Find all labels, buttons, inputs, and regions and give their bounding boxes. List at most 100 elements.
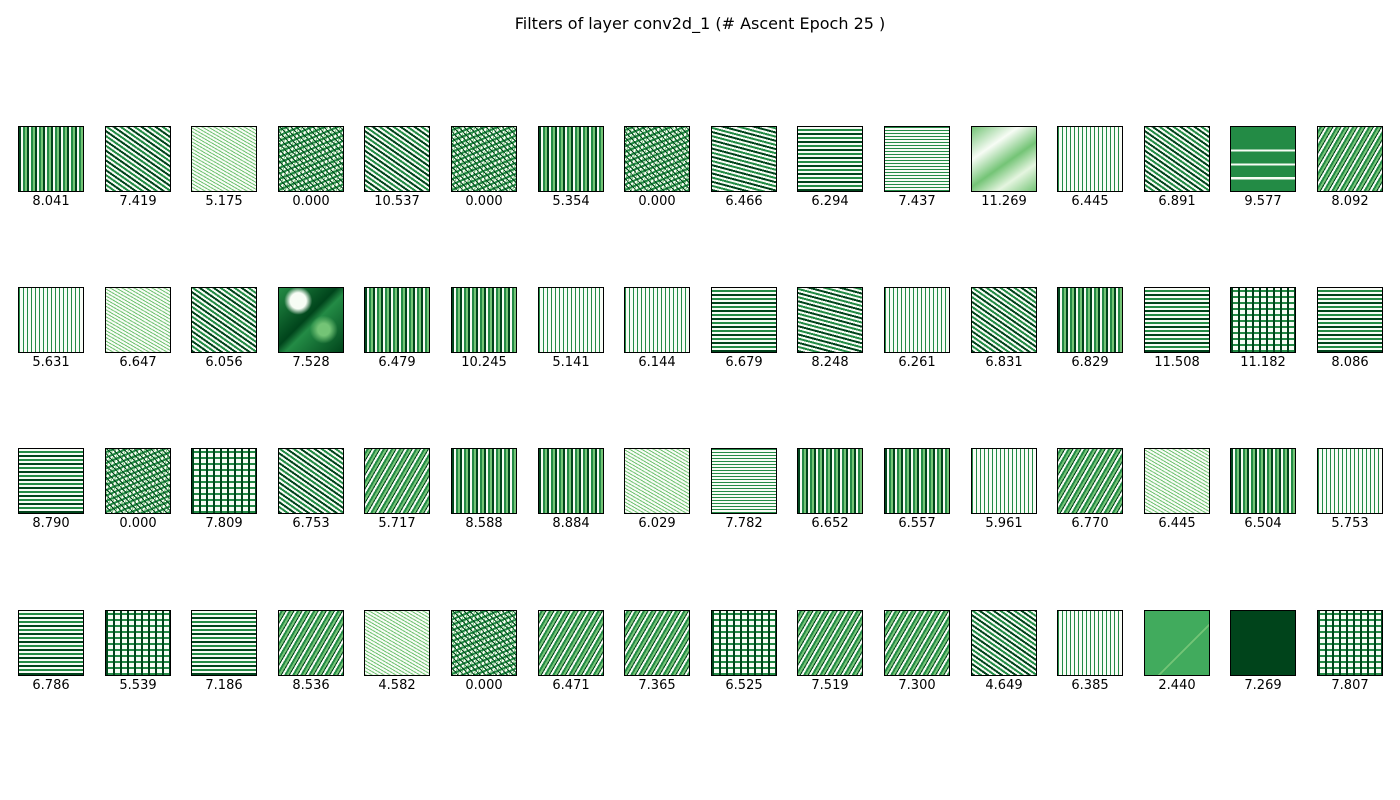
filter-loss-value: 6.261	[898, 355, 936, 370]
filter-image	[18, 610, 84, 676]
filter-image	[711, 610, 777, 676]
filter-loss-value: 6.445	[1071, 194, 1109, 209]
filter-image	[278, 448, 344, 514]
filter-cell: 7.809	[191, 448, 257, 531]
filter-image	[1057, 126, 1123, 192]
filter-image	[538, 448, 604, 514]
filter-loss-value: 5.175	[205, 194, 243, 209]
filter-image	[971, 448, 1037, 514]
filter-loss-value: 4.582	[378, 678, 416, 693]
filter-cell: 8.536	[278, 610, 344, 693]
filter-image	[191, 126, 257, 192]
filter-image	[191, 610, 257, 676]
filter-loss-value: 10.537	[374, 194, 420, 209]
filter-cell: 2.440	[1144, 610, 1210, 693]
filter-loss-value: 6.056	[205, 355, 243, 370]
filter-loss-value: 7.528	[292, 355, 330, 370]
filter-cell: 5.141	[538, 287, 604, 370]
filter-image	[971, 610, 1037, 676]
filter-cell: 6.144	[624, 287, 690, 370]
filter-image	[1230, 287, 1296, 353]
filter-loss-value: 6.029	[638, 516, 676, 531]
filter-cell: 4.582	[364, 610, 430, 693]
filter-cell: 11.508	[1144, 287, 1210, 370]
filter-cell: 4.649	[971, 610, 1037, 693]
filter-image	[278, 610, 344, 676]
filter-cell: 6.056	[191, 287, 257, 370]
figure-title: Filters of layer conv2d_1 (# Ascent Epoc…	[514, 14, 886, 33]
filter-loss-value: 6.557	[898, 516, 936, 531]
filter-cell: 6.652	[797, 448, 863, 531]
filter-loss-value: 7.300	[898, 678, 936, 693]
filter-image	[105, 126, 171, 192]
filter-image	[18, 126, 84, 192]
filter-image	[538, 126, 604, 192]
filter-loss-value: 11.508	[1154, 355, 1200, 370]
filter-loss-value: 8.884	[552, 516, 590, 531]
filter-loss-value: 6.479	[378, 355, 416, 370]
filter-cell: 6.261	[884, 287, 950, 370]
filter-loss-value: 5.717	[378, 516, 416, 531]
filter-loss-value: 6.770	[1071, 516, 1109, 531]
filter-cell: 7.269	[1230, 610, 1296, 693]
filter-loss-value: 7.365	[638, 678, 676, 693]
filter-loss-value: 7.186	[205, 678, 243, 693]
filter-image	[797, 448, 863, 514]
filter-image	[1144, 126, 1210, 192]
filter-loss-value: 7.519	[811, 678, 849, 693]
filter-cell: 6.445	[1144, 448, 1210, 531]
filter-cell: 7.437	[884, 126, 950, 209]
filter-image	[105, 610, 171, 676]
filter-loss-value: 4.649	[985, 678, 1023, 693]
filter-loss-value: 6.786	[32, 678, 70, 693]
filter-image	[1230, 610, 1296, 676]
filter-image	[624, 126, 690, 192]
filter-image	[451, 610, 517, 676]
filter-image	[711, 448, 777, 514]
filter-cell: 9.577	[1230, 126, 1296, 209]
filter-loss-value: 5.753	[1331, 516, 1369, 531]
filter-loss-value: 8.041	[32, 194, 70, 209]
filter-image	[971, 287, 1037, 353]
filter-loss-value: 5.961	[985, 516, 1023, 531]
filter-image	[1230, 448, 1296, 514]
filter-cell: 0.000	[278, 126, 344, 209]
filter-loss-value: 11.182	[1240, 355, 1286, 370]
filter-loss-value: 6.647	[119, 355, 157, 370]
filter-cell: 8.248	[797, 287, 863, 370]
filter-image	[451, 126, 517, 192]
filter-loss-value: 6.891	[1158, 194, 1196, 209]
filter-image	[105, 287, 171, 353]
filter-cell: 8.790	[18, 448, 84, 531]
filter-image	[884, 448, 950, 514]
filter-image	[278, 287, 344, 353]
filter-cell: 8.092	[1317, 126, 1383, 209]
filter-cell: 6.753	[278, 448, 344, 531]
filter-cell: 5.717	[364, 448, 430, 531]
filter-image	[1057, 287, 1123, 353]
filter-loss-value: 8.092	[1331, 194, 1369, 209]
filter-loss-value: 6.679	[725, 355, 763, 370]
filter-cell: 6.294	[797, 126, 863, 209]
filter-image	[1317, 610, 1383, 676]
filter-loss-value: 0.000	[119, 516, 157, 531]
filter-image	[451, 448, 517, 514]
filter-image	[191, 448, 257, 514]
filter-cell: 6.525	[711, 610, 777, 693]
filter-image	[18, 448, 84, 514]
filter-image	[364, 610, 430, 676]
filter-image	[797, 287, 863, 353]
filter-image	[884, 287, 950, 353]
filter-loss-value: 6.294	[811, 194, 849, 209]
filter-cell: 6.385	[1057, 610, 1123, 693]
filter-image	[191, 287, 257, 353]
filter-cell: 5.631	[18, 287, 84, 370]
filter-cell: 7.807	[1317, 610, 1383, 693]
filter-loss-value: 0.000	[638, 194, 676, 209]
filter-image	[1144, 287, 1210, 353]
filter-cell: 8.884	[538, 448, 604, 531]
filter-loss-value: 6.445	[1158, 516, 1196, 531]
filter-cell: 7.186	[191, 610, 257, 693]
filter-loss-value: 7.269	[1244, 678, 1282, 693]
